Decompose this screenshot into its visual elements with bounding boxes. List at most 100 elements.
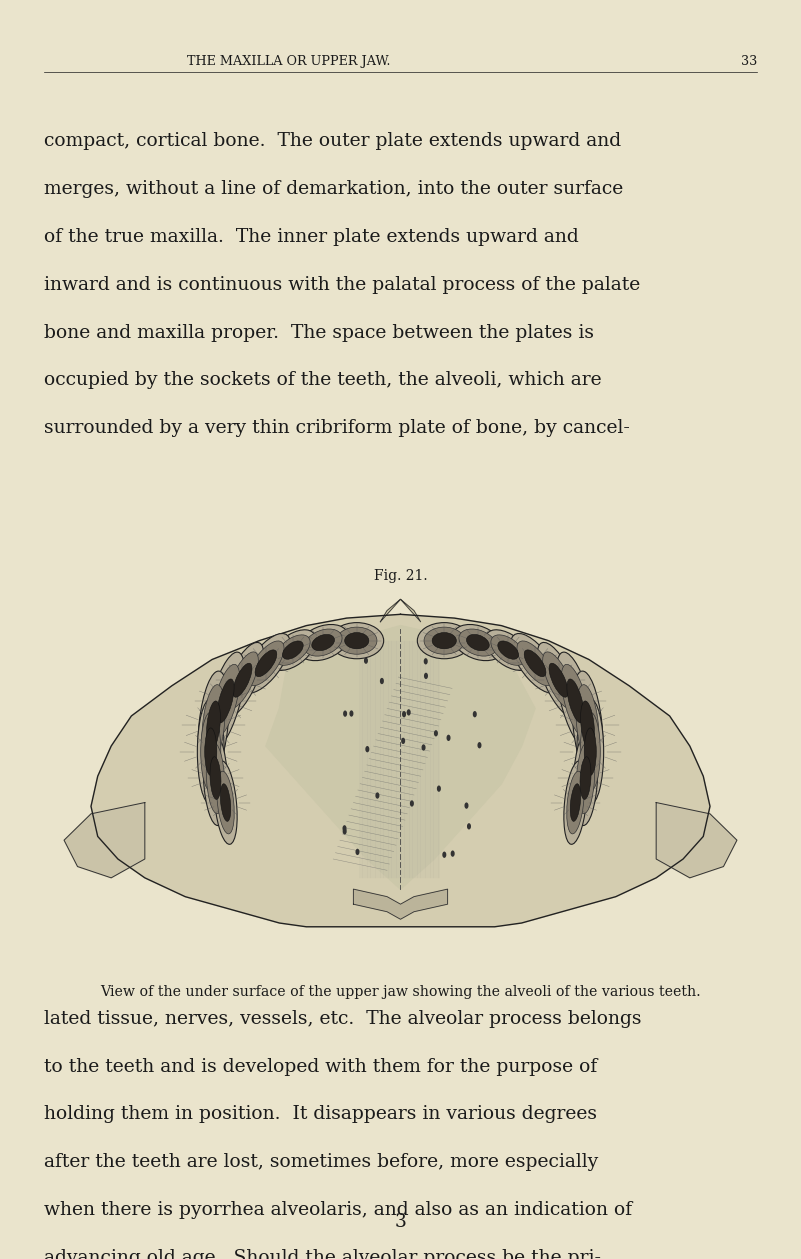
Text: Fig. 21.: Fig. 21.: [374, 569, 427, 583]
Ellipse shape: [564, 760, 587, 845]
Circle shape: [356, 849, 360, 855]
Circle shape: [477, 742, 481, 748]
Text: THE MAXILLA OR UPPER JAW.: THE MAXILLA OR UPPER JAW.: [187, 55, 390, 68]
Ellipse shape: [567, 679, 584, 723]
Ellipse shape: [283, 641, 304, 660]
Circle shape: [343, 710, 347, 716]
Circle shape: [401, 738, 405, 744]
Text: holding them in position.  It disappears in various degrees: holding them in position. It disappears …: [44, 1105, 597, 1123]
Ellipse shape: [453, 624, 503, 661]
Ellipse shape: [577, 699, 604, 805]
Ellipse shape: [221, 642, 264, 718]
Polygon shape: [353, 889, 448, 919]
Ellipse shape: [570, 784, 581, 821]
Bar: [64, 596, 737, 972]
Ellipse shape: [202, 685, 225, 767]
Circle shape: [410, 801, 414, 807]
Ellipse shape: [197, 699, 224, 805]
Circle shape: [467, 823, 471, 830]
Polygon shape: [91, 614, 710, 927]
Circle shape: [421, 744, 425, 750]
Text: inward and is continuous with the palatal process of the palate: inward and is continuous with the palata…: [44, 276, 640, 293]
Circle shape: [402, 711, 406, 718]
Circle shape: [437, 786, 441, 792]
Ellipse shape: [576, 685, 599, 767]
Ellipse shape: [211, 665, 239, 738]
Polygon shape: [380, 599, 421, 622]
Ellipse shape: [270, 630, 316, 670]
Ellipse shape: [517, 641, 553, 686]
Ellipse shape: [242, 633, 290, 692]
Text: merges, without a line of demarkation, into the outer surface: merges, without a line of demarkation, i…: [44, 180, 623, 198]
Circle shape: [442, 851, 446, 857]
Circle shape: [364, 657, 368, 663]
Ellipse shape: [336, 627, 377, 655]
Polygon shape: [656, 802, 737, 878]
Circle shape: [446, 735, 450, 742]
Text: 33: 33: [741, 55, 757, 68]
Ellipse shape: [584, 728, 596, 776]
Ellipse shape: [574, 730, 598, 826]
Text: View of the under surface of the upper jaw showing the alveoli of the various te: View of the under surface of the upper j…: [100, 985, 701, 998]
Ellipse shape: [330, 623, 384, 658]
Circle shape: [407, 709, 411, 715]
Circle shape: [343, 828, 347, 835]
Ellipse shape: [466, 635, 489, 651]
Circle shape: [424, 672, 428, 679]
Ellipse shape: [572, 671, 603, 779]
Ellipse shape: [233, 663, 252, 697]
Ellipse shape: [205, 728, 217, 776]
Ellipse shape: [207, 652, 244, 749]
Circle shape: [349, 710, 353, 716]
Ellipse shape: [432, 632, 457, 648]
Ellipse shape: [220, 784, 231, 821]
Text: compact, cortical bone.  The outer plate extends upward and: compact, cortical bone. The outer plate …: [44, 132, 622, 150]
Ellipse shape: [524, 650, 546, 676]
Text: of the true maxilla.  The inner plate extends upward and: of the true maxilla. The inner plate ext…: [44, 228, 579, 246]
Text: after the teeth are lost, sometimes before, more especially: after the teeth are lost, sometimes befo…: [44, 1153, 598, 1171]
Ellipse shape: [459, 630, 497, 656]
Polygon shape: [266, 626, 535, 889]
Ellipse shape: [577, 743, 594, 813]
Ellipse shape: [542, 652, 574, 709]
Circle shape: [451, 850, 455, 857]
Circle shape: [343, 825, 347, 831]
Text: when there is pyorrhea alveolaris, and also as an indication of: when there is pyorrhea alveolaris, and a…: [44, 1201, 632, 1219]
Text: to the teeth and is developed with them for the purpose of: to the teeth and is developed with them …: [44, 1058, 598, 1075]
Circle shape: [434, 730, 438, 737]
Ellipse shape: [580, 757, 591, 799]
Ellipse shape: [210, 757, 221, 799]
Text: bone and maxilla proper.  The space between the plates is: bone and maxilla proper. The space betwe…: [44, 324, 594, 341]
Ellipse shape: [562, 665, 590, 738]
Text: 3: 3: [395, 1214, 406, 1231]
Circle shape: [376, 792, 380, 798]
Ellipse shape: [549, 663, 568, 697]
Ellipse shape: [255, 650, 277, 676]
Text: surrounded by a very thin cribriform plate of bone, by cancel-: surrounded by a very thin cribriform pla…: [44, 419, 630, 437]
Ellipse shape: [497, 641, 518, 660]
Ellipse shape: [537, 642, 580, 718]
Ellipse shape: [312, 635, 335, 651]
Circle shape: [365, 747, 369, 753]
Ellipse shape: [511, 633, 559, 692]
Ellipse shape: [298, 624, 348, 661]
Ellipse shape: [580, 713, 600, 792]
Ellipse shape: [424, 627, 465, 655]
Circle shape: [465, 802, 469, 808]
Ellipse shape: [248, 641, 284, 686]
Ellipse shape: [276, 635, 310, 665]
Ellipse shape: [214, 760, 237, 845]
Ellipse shape: [203, 730, 227, 826]
Circle shape: [424, 658, 428, 665]
Text: advancing old age.  Should the alveolar process be the pri-: advancing old age. Should the alveolar p…: [44, 1249, 601, 1259]
Ellipse shape: [557, 652, 594, 749]
Text: occupied by the sockets of the teeth, the alveoli, which are: occupied by the sockets of the teeth, th…: [44, 371, 602, 389]
Polygon shape: [64, 802, 145, 878]
Ellipse shape: [217, 679, 234, 723]
Circle shape: [473, 711, 477, 718]
Ellipse shape: [567, 772, 584, 833]
Ellipse shape: [201, 713, 221, 792]
Ellipse shape: [227, 652, 259, 709]
Ellipse shape: [485, 630, 531, 670]
Text: lated tissue, nerves, vessels, etc.  The alveolar process belongs: lated tissue, nerves, vessels, etc. The …: [44, 1010, 642, 1027]
